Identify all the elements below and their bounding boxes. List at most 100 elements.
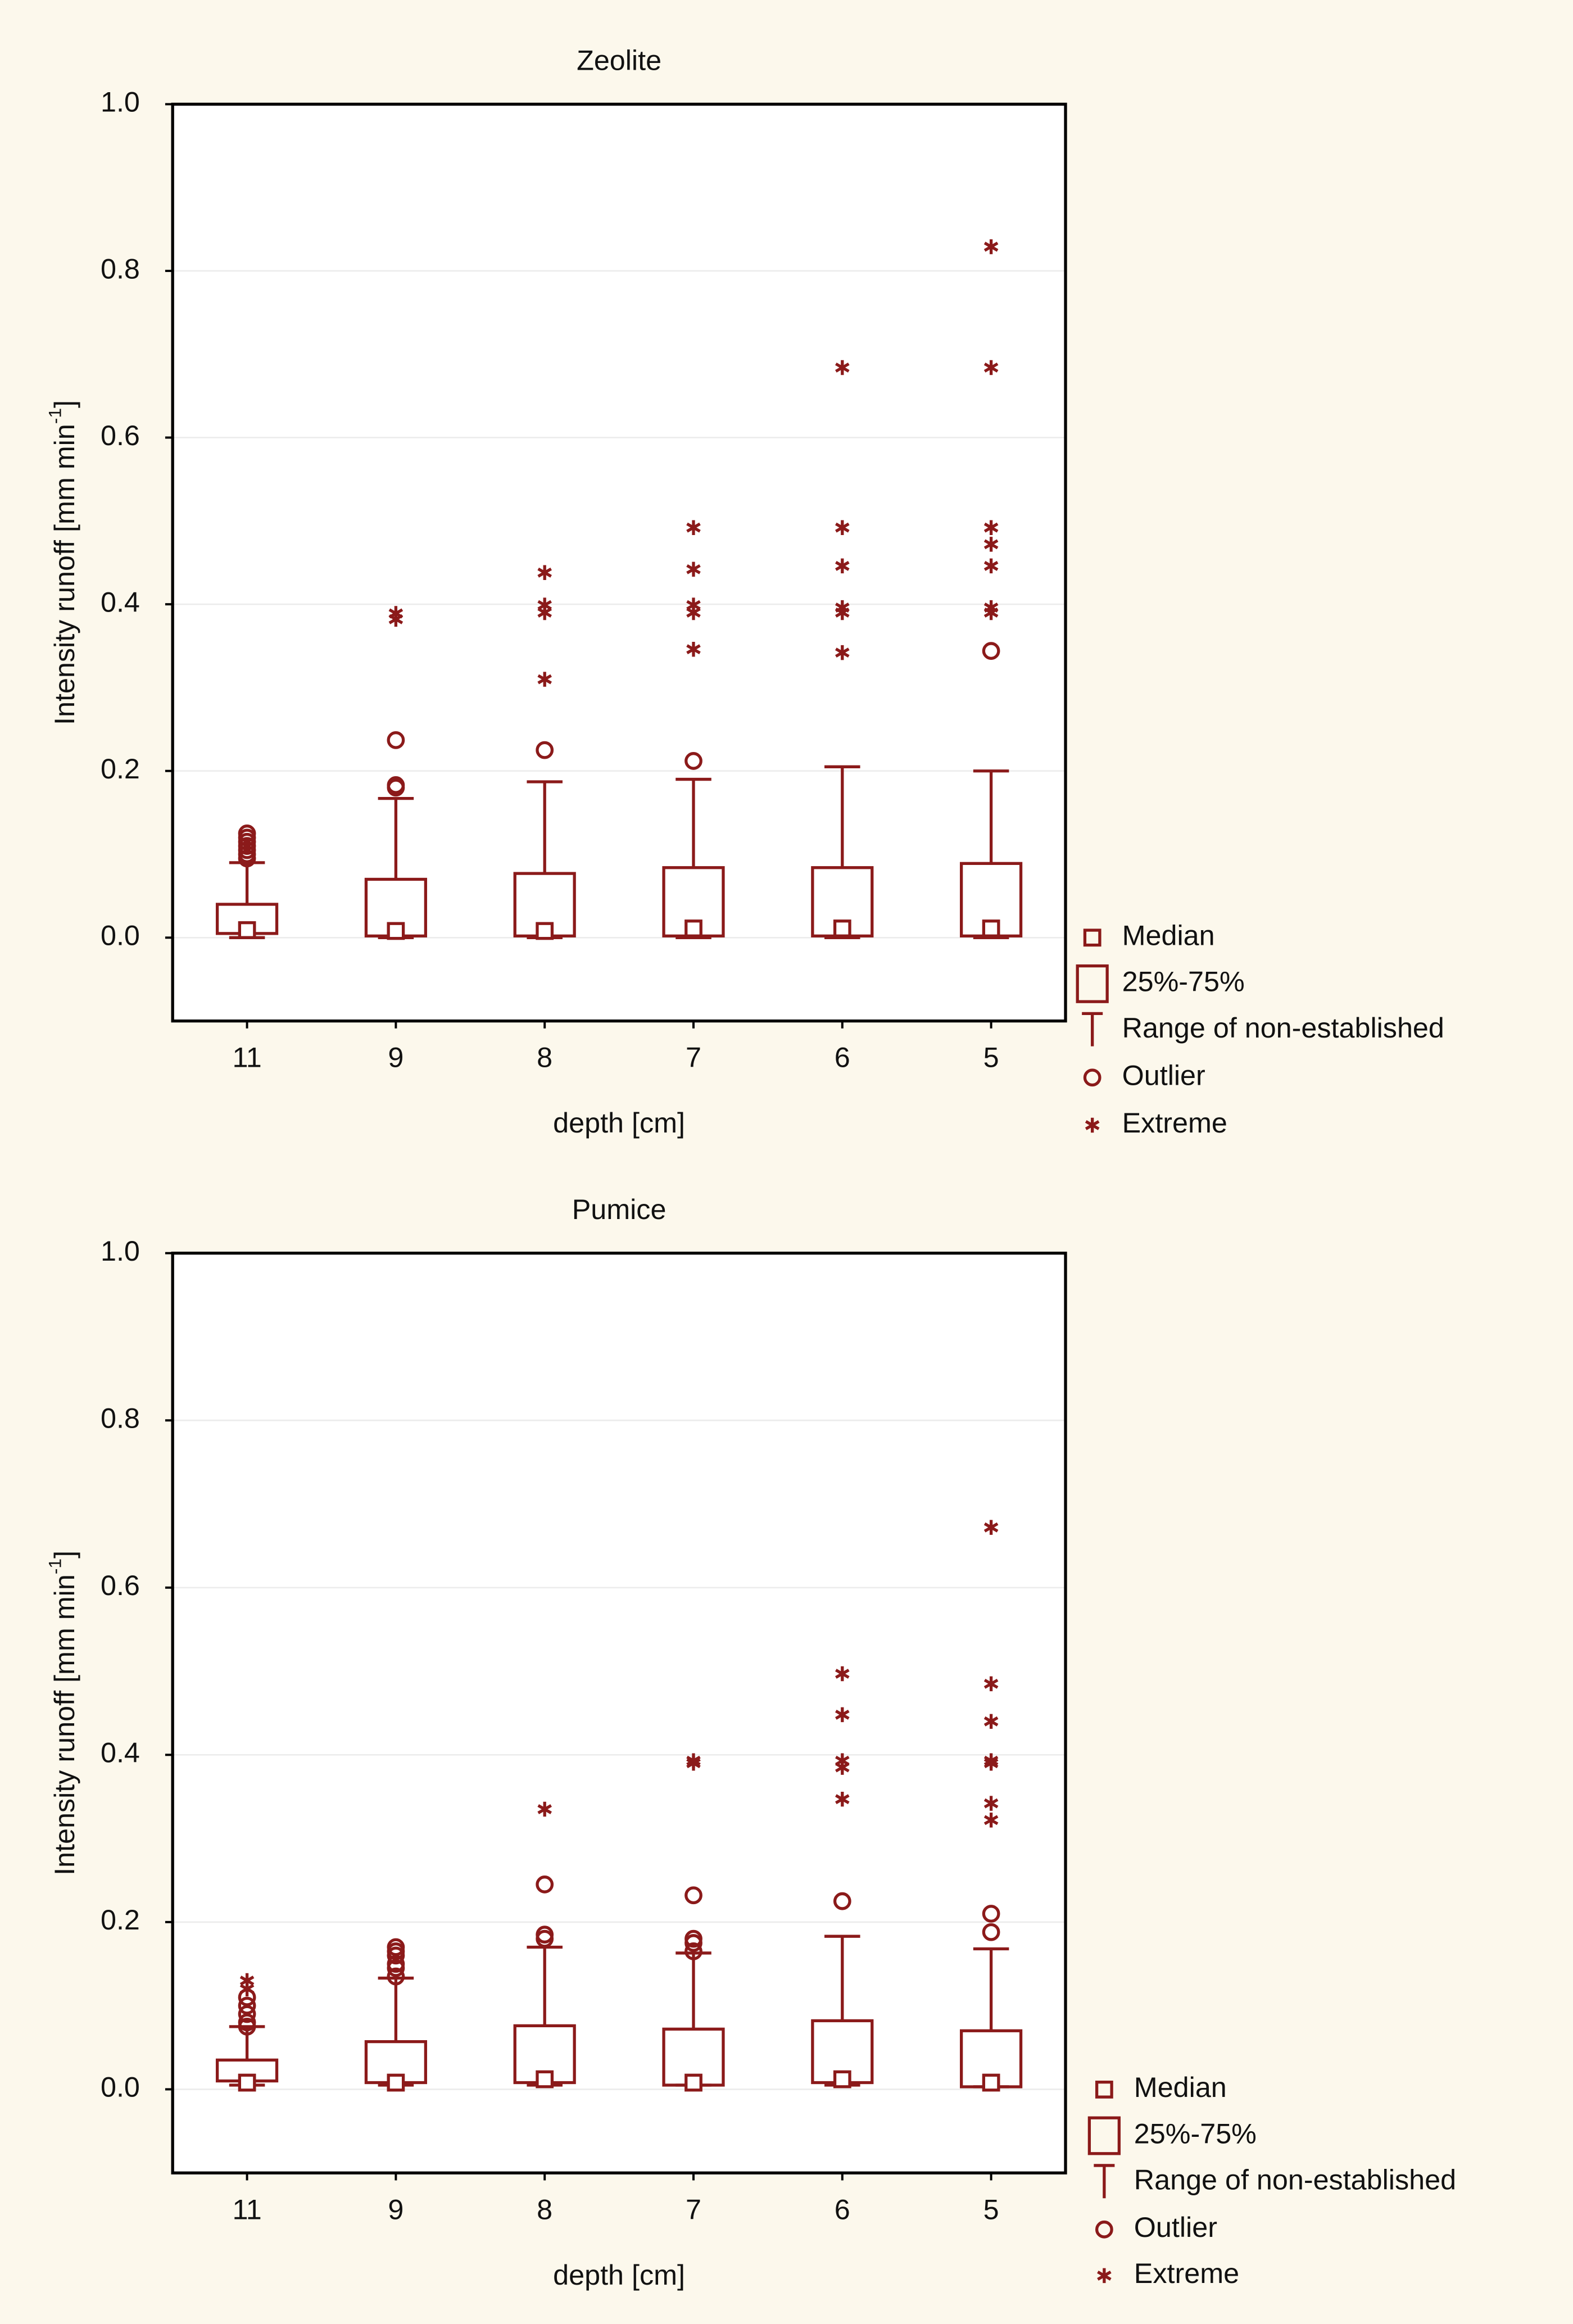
legend-box-icon bbox=[1087, 2116, 1121, 2155]
outlier bbox=[684, 1942, 702, 1960]
legend-outlier-icon bbox=[1095, 2220, 1113, 2239]
extreme bbox=[983, 360, 999, 375]
extreme bbox=[537, 565, 552, 581]
extreme bbox=[686, 1753, 701, 1768]
x-tick-label: 6 bbox=[835, 1041, 850, 1073]
y-tick-label: 0.0 bbox=[101, 2071, 140, 2103]
y-axis-label-sup: -1 bbox=[45, 408, 65, 424]
whisker-high bbox=[378, 1976, 414, 2042]
y-axis-label: Intensity runoff [mm min-1] bbox=[45, 1551, 80, 1875]
median bbox=[238, 921, 256, 939]
x-tick-label: 8 bbox=[537, 1041, 552, 1073]
extreme bbox=[835, 360, 850, 375]
median bbox=[684, 2073, 702, 2092]
extreme bbox=[537, 597, 552, 613]
legend-extreme-icon bbox=[1085, 1117, 1100, 1133]
extreme bbox=[835, 1666, 850, 1682]
y-axis-label-sup: -1 bbox=[45, 1559, 65, 1574]
chart-title: Pumice bbox=[572, 1193, 667, 1225]
y-tick-label: 0.2 bbox=[101, 753, 140, 785]
chart-title: Zeolite bbox=[577, 44, 661, 76]
y-tick-label: 1.0 bbox=[101, 1235, 140, 1267]
extreme bbox=[835, 1791, 850, 1807]
extreme bbox=[983, 600, 999, 615]
x-axis-label: depth [cm] bbox=[553, 2259, 685, 2291]
median bbox=[536, 922, 554, 940]
legend-label: 25%-75% bbox=[1134, 2117, 1257, 2149]
median bbox=[387, 2073, 405, 2092]
y-axis-label-text: Intensity runoff [mm min bbox=[48, 424, 80, 725]
outlier bbox=[387, 1967, 405, 1986]
outlier bbox=[536, 1926, 554, 1944]
y-tick-label: 0.4 bbox=[101, 1737, 140, 1769]
outlier bbox=[238, 1996, 256, 2015]
extreme bbox=[239, 1973, 255, 1988]
extreme bbox=[983, 1753, 999, 1768]
y-tick-label: 0.6 bbox=[101, 419, 140, 451]
plot-area bbox=[173, 1253, 1066, 2173]
legend-label: Median bbox=[1122, 919, 1215, 952]
whisker-high bbox=[824, 765, 860, 868]
x-tick-label: 11 bbox=[232, 1041, 261, 1073]
legend-median-icon bbox=[1095, 2081, 1113, 2099]
outlier bbox=[684, 752, 702, 770]
extreme bbox=[686, 520, 701, 535]
x-axis-label: depth [cm] bbox=[553, 1107, 685, 1139]
y-tick-label: 1.0 bbox=[101, 86, 140, 118]
outlier bbox=[536, 741, 554, 759]
whisker-high bbox=[824, 1935, 860, 2021]
median bbox=[833, 2070, 851, 2089]
legend-label: Median bbox=[1134, 2071, 1227, 2103]
y-tick-label: 0.4 bbox=[101, 586, 140, 618]
outlier bbox=[387, 1938, 405, 1956]
x-tick-label: 8 bbox=[537, 2193, 552, 2225]
legend-label: Extreme bbox=[1134, 2257, 1239, 2289]
extreme bbox=[983, 239, 999, 255]
extreme bbox=[537, 1801, 552, 1817]
whisker-high bbox=[676, 777, 711, 868]
outlier bbox=[684, 1886, 702, 1905]
outlier bbox=[238, 2013, 256, 2032]
extreme bbox=[835, 520, 850, 535]
whisker-high bbox=[378, 797, 414, 880]
y-tick-label: 0.6 bbox=[101, 1569, 140, 1601]
legend-outlier-icon bbox=[1083, 1068, 1101, 1087]
whisker-high bbox=[676, 1951, 711, 2029]
legend-extreme-icon bbox=[1097, 2268, 1112, 2284]
outlier bbox=[833, 1892, 851, 1910]
whisker-high bbox=[527, 780, 563, 874]
median bbox=[833, 919, 851, 937]
legend-median-icon bbox=[1083, 928, 1101, 947]
extreme bbox=[983, 1676, 999, 1692]
extreme bbox=[983, 1714, 999, 1729]
x-tick-label: 9 bbox=[388, 1041, 404, 1073]
extreme bbox=[686, 561, 701, 577]
outlier bbox=[238, 825, 256, 842]
extreme bbox=[983, 537, 999, 552]
legend-label: 25%-75% bbox=[1122, 966, 1245, 998]
extreme bbox=[983, 1520, 999, 1535]
y-tick-label: 0.8 bbox=[101, 252, 140, 284]
extreme bbox=[835, 1707, 850, 1723]
x-tick-label: 7 bbox=[686, 2193, 701, 2225]
legend-label: Outlier bbox=[1122, 1059, 1205, 1091]
legend-whisker-icon bbox=[1094, 2164, 1115, 2199]
legend-label: Range of non-established bbox=[1122, 1012, 1444, 1044]
extreme bbox=[835, 1753, 850, 1768]
outlier bbox=[387, 1955, 405, 1973]
extreme bbox=[835, 600, 850, 615]
whisker-high bbox=[229, 2025, 265, 2060]
legend-box-icon bbox=[1076, 964, 1109, 1003]
outlier bbox=[536, 1875, 554, 1893]
outlier bbox=[387, 731, 405, 749]
outlier bbox=[238, 2005, 256, 2023]
x-tick-label: 6 bbox=[835, 2193, 850, 2225]
extreme bbox=[983, 1796, 999, 1811]
median bbox=[982, 2073, 1000, 2092]
legend-label: Extreme bbox=[1122, 1107, 1227, 1139]
outlier bbox=[684, 1929, 702, 1948]
extreme bbox=[537, 672, 552, 687]
outlier bbox=[982, 1923, 1000, 1941]
legend-label: Range of non-established bbox=[1134, 2163, 1456, 2195]
outlier bbox=[387, 776, 405, 794]
